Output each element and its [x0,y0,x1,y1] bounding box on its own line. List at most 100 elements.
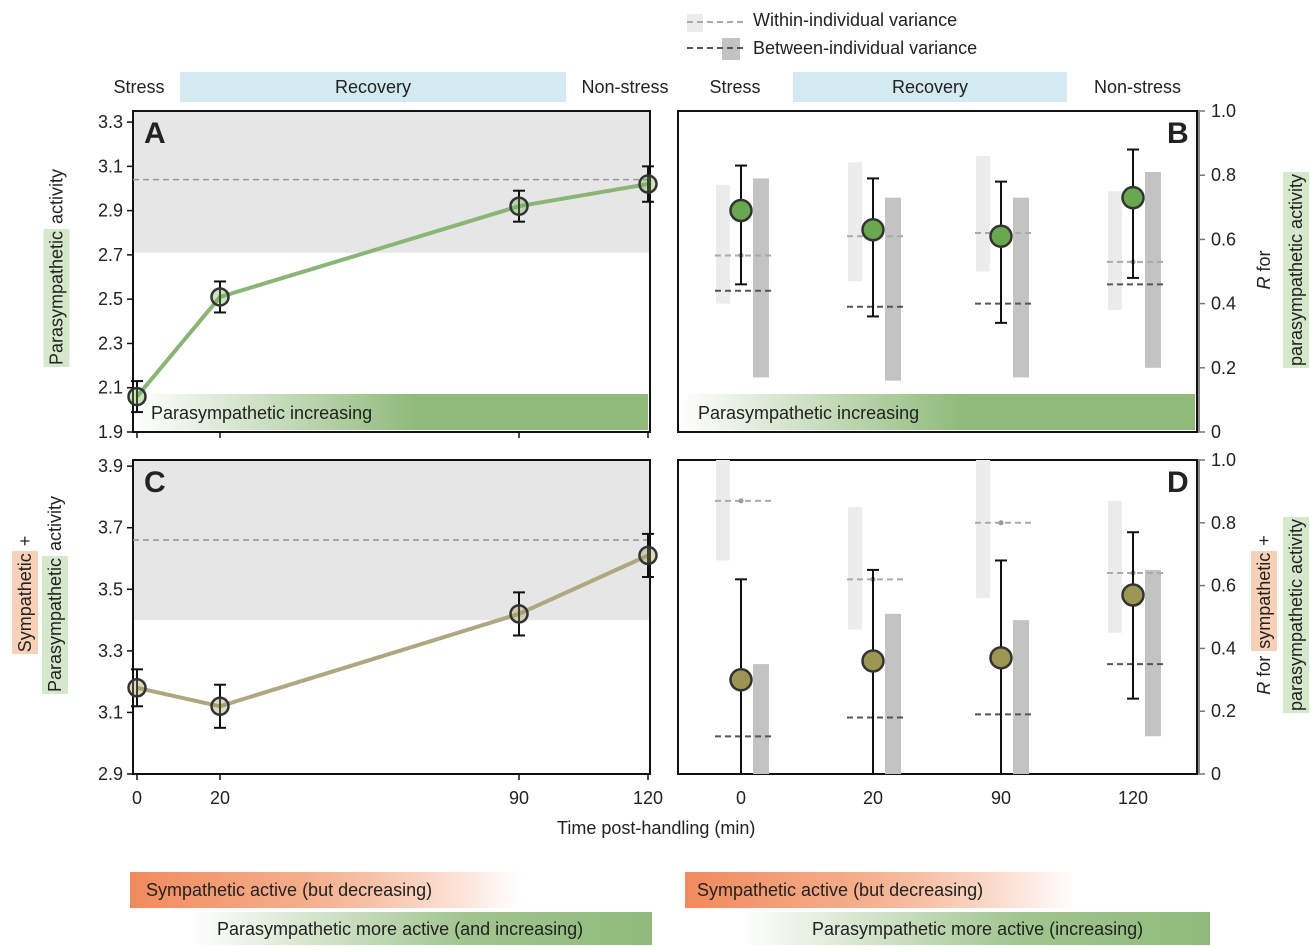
legend-within: Within-individual variance [753,10,957,31]
ylabel-b-para: parasympathetic activity [1283,171,1309,369]
panel-d-between-bar [1145,569,1161,737]
bottom-left-para-label: Parasympathetic more active (and increas… [217,919,584,939]
bottom-bar-right-para [740,912,1210,945]
ylabel-b-r: R [1254,276,1274,290]
panel-c-xtick-label: 20 [210,788,230,808]
panel-c-xtick-label: 120 [633,788,663,808]
panel-d-within-bar [848,507,862,630]
panel-a-ytick-label: 2.5 [98,289,123,309]
legend-within-swatch [687,14,703,32]
panel-c-data-point [509,604,529,624]
ylabel-b: R for parasympathetic activity [1248,171,1310,369]
bottom-bar-left-symp [130,872,520,908]
panel-a-ytick-label: 3.1 [98,156,123,176]
panel-d-xtick-label: 120 [1118,788,1148,808]
panel-c-ytick-label: 3.7 [98,518,123,538]
panel-b-r-point [989,224,1013,248]
bottom-bar-left-para [190,912,652,945]
ylabel-b-line2: parasympathetic activity [1280,171,1310,369]
ylabel-c-plus: + [15,535,35,552]
panel-c-data-point [210,696,230,717]
panel-b-ytick-label: 0.2 [1211,358,1236,378]
ylabel-c-line2: Parasympathetic activity [40,495,70,695]
ylabel-d: R for sympathetic + parasympathetic acti… [1248,516,1310,714]
ylabel-d-plus: + [1254,535,1274,551]
panel-a-series-line [135,182,649,398]
panel-a-ytick-label: 3.3 [98,112,123,132]
bottom-right-para-label: Parasympathetic more active (increasing) [812,919,1144,939]
panel-c-xtick-label: 0 [132,788,142,808]
panel-b-ytick-label: 0.8 [1211,165,1236,185]
panel-d-xtick-label: 90 [991,788,1011,808]
panel-c-letter: C [144,466,166,499]
panel-c-reference-band [133,460,650,621]
phase-nonstress-left: Non-stress [581,77,669,97]
panel-c-ytick-label: 3.5 [98,579,123,599]
panel-a-data-point [127,386,147,407]
panel-b-within-bar [1108,191,1122,311]
panel-d-r-point [989,646,1013,670]
ylabel-d-r: R [1254,681,1274,695]
panel-b-r-point [729,198,753,223]
ylabel-c-rest: activity [45,495,65,556]
ylabel-c: Sympathetic + Parasympathetic activity [10,495,70,695]
panel-b-ytick-label: 1.0 [1211,101,1236,121]
legend-within-label: Within-individual variance [753,10,958,30]
panel-d-within-bar [1108,500,1122,633]
panel-c-data-point [127,678,147,698]
panel-a-ytick-label: 1.9 [98,422,123,442]
panel-b-ytick-label: 0.6 [1211,229,1236,249]
ylabel-a: Parasympathetic activity [43,168,70,368]
panel-a-frame [132,110,651,433]
panel-b-r-point [861,218,885,242]
panel-d-within-mean-dot [998,520,1004,526]
panel-d-ytick-label: 0.4 [1211,638,1236,658]
ylabel-c-symp: Sympathetic [12,551,38,655]
panel-a-annotation-bar [135,394,648,430]
panel-d-ytick-label: 0.6 [1211,576,1236,596]
panel-d-within-bar [716,460,730,561]
panel-b-ytick-label: 0.4 [1211,294,1236,314]
phase-recovery-right: Recovery [793,72,1067,102]
legend-between: Between-individual variance [753,38,977,59]
panel-c-frame [132,459,651,775]
panel-a-ytick-label: 2.3 [98,333,123,353]
panel-b-within-bar [976,155,990,272]
ylabel-d-line2: parasympathetic activity [1280,516,1310,714]
panel-c-data-point [638,545,658,566]
panel-d-within-bar [976,460,990,599]
ylabel-d-para: parasympathetic activity [1283,516,1309,714]
ylabel-b-line1: R for [1248,172,1280,368]
panel-d-r-point [729,668,753,692]
panel-d-ytick-label: 0.2 [1211,701,1236,721]
panel-d-between-bar [1013,620,1029,774]
ylabel-c-line1: Sympathetic + [10,496,40,694]
panel-c-ytick-label: 2.9 [98,764,123,784]
panel-b-annotation-label: Parasympathetic increasing [698,403,919,423]
panel-b-within-bar [848,162,862,282]
panel-d-frame [677,459,1198,775]
ylabel-a-rest: activity [46,168,67,229]
panel-b-between-bar [1013,197,1029,378]
panel-a-data-point [210,287,230,307]
phase-recovery-left: Recovery [180,72,566,102]
panel-c-series-line [136,553,649,709]
legend-between-label: Between-individual variance [753,38,978,58]
panel-a-annotation-label: Parasympathetic increasing [151,403,372,423]
panel-a-reference-band [133,111,650,253]
bottom-right-symp-label: Sympathetic active (but decreasing) [697,880,984,900]
panel-c-ytick-label: 3.9 [98,456,123,476]
panel-b-letter: B [1167,117,1189,150]
phase-nonstress-right: Non-stress [1093,77,1182,97]
ylabel-d-line1: R for sympathetic + [1248,517,1280,713]
panel-b-ytick-label: 0 [1211,422,1221,442]
panel-d-xtick-label: 20 [863,788,883,808]
ylabel-b-for: for [1254,250,1274,277]
panel-d-r-point [1121,583,1145,607]
panel-a-letter: A [144,117,166,150]
panel-d-letter: D [1167,466,1189,499]
panel-d-r-point [861,649,885,673]
bottom-bar-right-symp [685,872,1075,908]
panel-d-xtick-label: 0 [736,788,746,808]
panel-b-r-point [1121,185,1145,210]
